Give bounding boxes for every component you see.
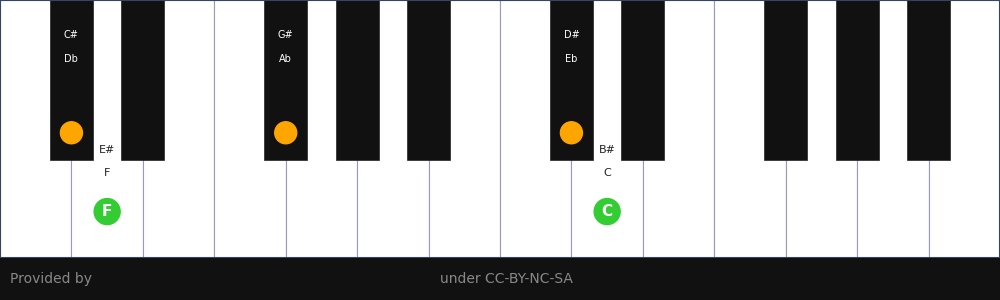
Bar bbox=[143, 0, 214, 258]
Text: C: C bbox=[602, 204, 613, 219]
Text: Provided by: Provided by bbox=[10, 272, 92, 286]
Bar bbox=[571, 0, 643, 258]
Bar bbox=[714, 0, 786, 258]
Bar bbox=[50, 0, 93, 160]
Bar bbox=[621, 0, 664, 160]
Bar bbox=[429, 0, 500, 258]
Bar bbox=[214, 0, 286, 258]
Ellipse shape bbox=[275, 122, 297, 144]
Text: F: F bbox=[102, 204, 112, 219]
Text: E#: E# bbox=[99, 145, 115, 154]
Bar bbox=[550, 0, 593, 160]
Bar bbox=[643, 0, 714, 258]
Text: G#: G# bbox=[278, 30, 294, 40]
Text: F: F bbox=[104, 168, 110, 178]
Ellipse shape bbox=[560, 122, 582, 144]
Bar bbox=[121, 0, 164, 160]
Ellipse shape bbox=[594, 199, 620, 225]
Text: B#: B# bbox=[599, 145, 616, 154]
Text: Eb: Eb bbox=[565, 54, 578, 64]
Bar bbox=[0, 0, 71, 258]
Text: C#: C# bbox=[64, 30, 79, 40]
Bar bbox=[357, 0, 429, 258]
Bar bbox=[500, 0, 571, 258]
Bar bbox=[857, 0, 929, 258]
Bar bbox=[336, 0, 379, 160]
Bar bbox=[764, 0, 807, 160]
Text: Ab: Ab bbox=[279, 54, 292, 64]
Text: D#: D# bbox=[564, 30, 579, 40]
Bar bbox=[286, 0, 357, 258]
Text: under CC-BY-NC-SA: under CC-BY-NC-SA bbox=[440, 272, 573, 286]
Text: C: C bbox=[603, 168, 611, 178]
Ellipse shape bbox=[60, 122, 82, 144]
Bar bbox=[929, 0, 1000, 258]
Text: Db: Db bbox=[64, 54, 78, 64]
Bar bbox=[407, 0, 450, 160]
Bar bbox=[71, 0, 143, 258]
Ellipse shape bbox=[94, 199, 120, 225]
Bar bbox=[836, 0, 879, 160]
Bar bbox=[264, 0, 307, 160]
Bar bbox=[786, 0, 857, 258]
Bar bbox=[907, 0, 950, 160]
